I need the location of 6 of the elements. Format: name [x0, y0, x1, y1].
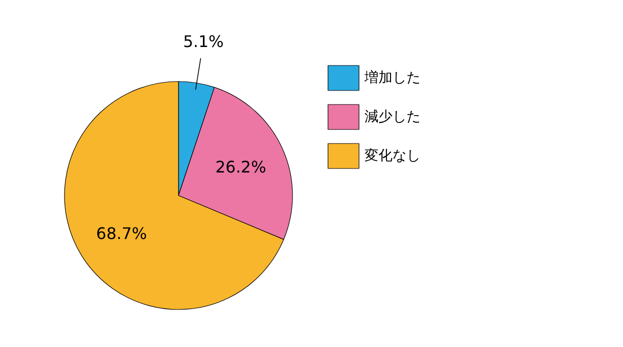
data-label: 26.2%	[215, 158, 266, 177]
data-label: 5.1%	[183, 32, 224, 51]
legend-label: 減少した	[364, 109, 420, 125]
data-label: 68.7%	[96, 224, 147, 243]
legend-label: 増加した	[364, 69, 420, 86]
legend-label: 変化なし	[364, 148, 420, 164]
